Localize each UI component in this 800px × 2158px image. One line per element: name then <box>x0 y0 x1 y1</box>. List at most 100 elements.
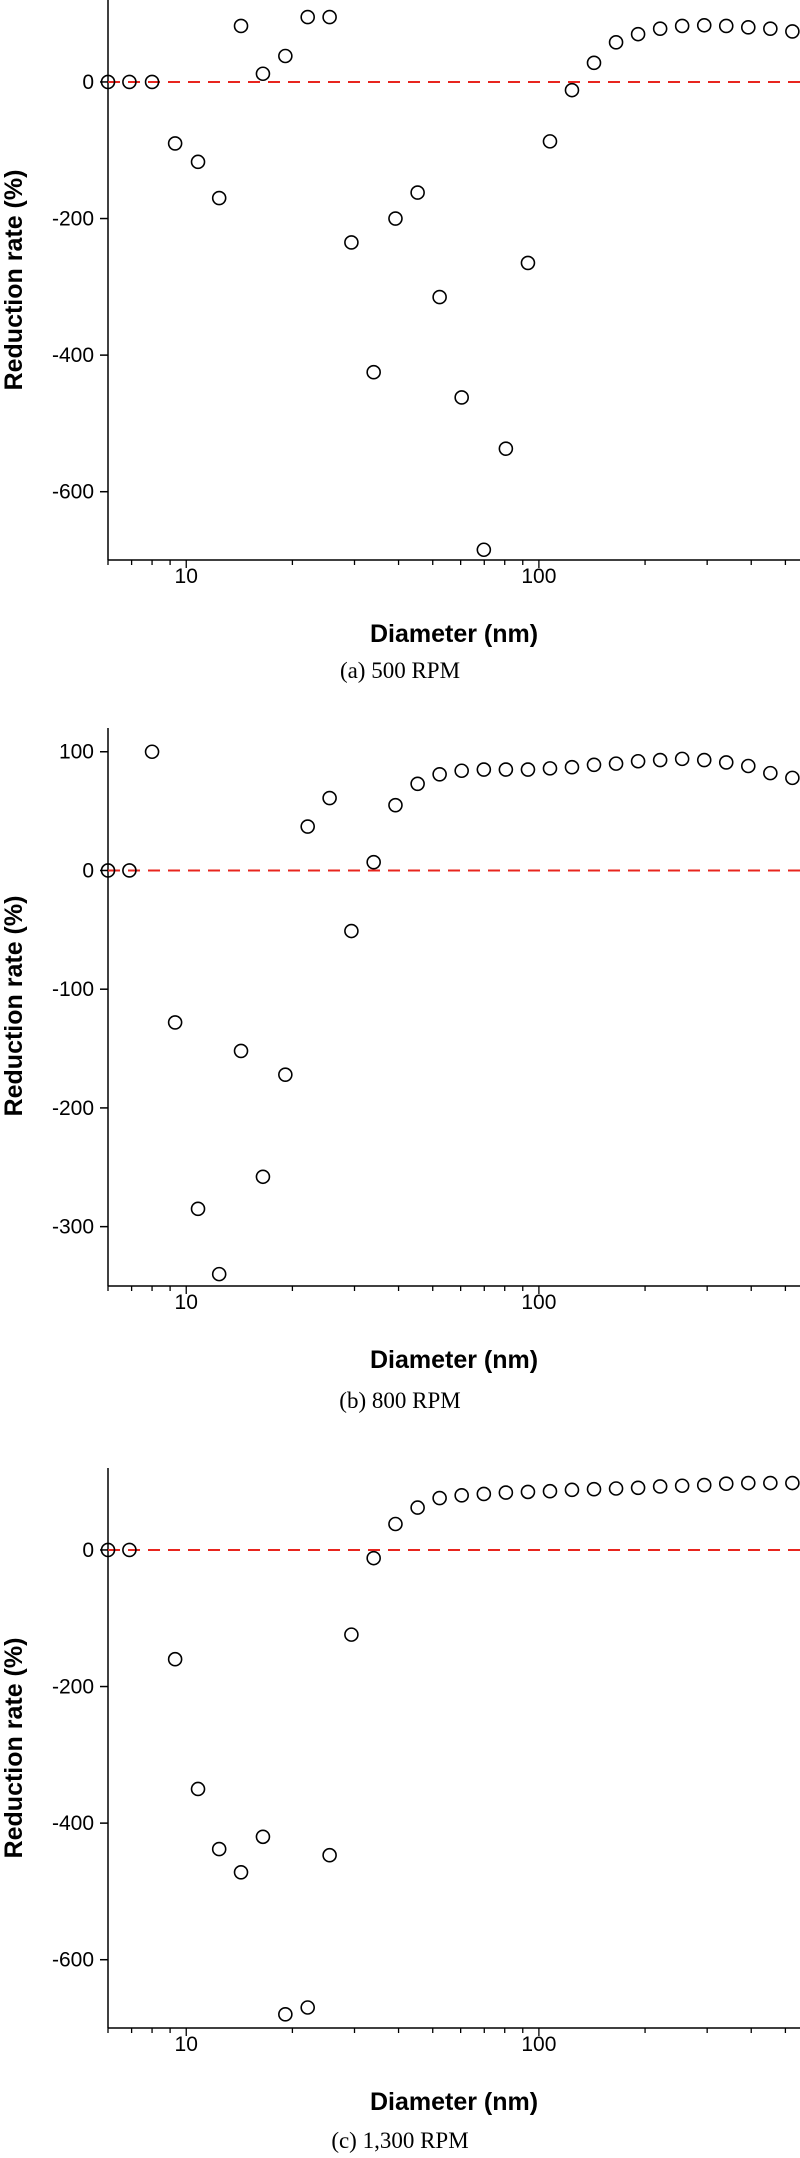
data-point <box>122 1542 137 1558</box>
data-point <box>630 753 646 769</box>
data-point <box>454 763 469 779</box>
data-point <box>211 190 227 206</box>
y-tick-label: -100 <box>52 978 94 1001</box>
data-point <box>608 756 624 771</box>
data-point <box>255 66 271 82</box>
data-point <box>366 1550 381 1566</box>
y-tick-label: -400 <box>52 344 94 367</box>
y-tick-label: -600 <box>52 481 94 504</box>
x-axis-ticks: 10 100 <box>107 560 787 588</box>
data-point <box>211 1266 227 1282</box>
data-point <box>255 1829 271 1845</box>
chart-1300-rpm: 0 -200 -400 -600 10 100 Diameter (nm) Reduct… <box>0 1468 800 2116</box>
data-point <box>344 1627 359 1642</box>
chart-500-rpm: 0 -200 -400 -600 10 100 Diameter (nm) Reduct… <box>0 0 800 648</box>
data-point <box>718 1476 734 1492</box>
data-point <box>696 752 712 768</box>
data-point <box>388 211 403 226</box>
data-point <box>454 390 469 405</box>
data-point <box>586 757 602 773</box>
data-point <box>696 1477 712 1493</box>
y-tick-label: 0 <box>82 71 94 94</box>
data-point <box>674 751 690 767</box>
data-point <box>255 1169 271 1185</box>
data-point <box>586 55 602 71</box>
x-axis-title: Diameter (nm) <box>370 2088 538 2116</box>
data-point <box>785 770 800 786</box>
data-point <box>144 744 160 760</box>
panel-800-rpm: 100 0 -100 -200 -300 10 100 Diameter (nm) Red… <box>0 706 800 1432</box>
x-tick-label: 10 <box>175 2033 198 2056</box>
y-tick-label: -600 <box>52 1949 94 1972</box>
data-point <box>278 48 293 64</box>
data-point <box>388 1516 403 1532</box>
data-point <box>344 923 359 939</box>
data-point <box>520 1484 536 1500</box>
data-point <box>344 235 359 250</box>
data-point <box>763 765 778 781</box>
data-point <box>652 21 668 36</box>
data-points <box>100 744 800 1282</box>
data-point <box>520 762 536 777</box>
data-point <box>564 759 580 775</box>
y-tick-label: 0 <box>82 859 94 882</box>
data-point <box>652 1479 668 1494</box>
x-axis-title: Diameter (nm) <box>370 1346 538 1374</box>
data-point <box>763 21 778 36</box>
y-tick-label: -200 <box>52 208 94 231</box>
data-point <box>100 74 116 90</box>
data-point <box>322 790 337 806</box>
data-point <box>144 74 160 90</box>
data-point <box>167 136 183 151</box>
data-points <box>100 1475 800 2022</box>
data-point <box>190 154 206 170</box>
data-point <box>542 1483 558 1499</box>
data-point <box>233 1864 249 1880</box>
data-point <box>300 2000 315 2015</box>
y-tick-label: 0 <box>82 1539 94 1562</box>
y-tick-label: -200 <box>52 1676 94 1699</box>
data-point <box>278 1067 293 1082</box>
data-point <box>740 1475 756 1491</box>
caption-1300-rpm: (c) 1,300 RPM <box>331 2128 469 2153</box>
data-point <box>300 819 315 834</box>
data-point <box>785 24 800 39</box>
data-point <box>564 1482 580 1498</box>
y-axis-ticks: 0 -200 -400 -600 <box>52 71 108 504</box>
data-point <box>211 1841 227 1857</box>
x-axis-title: Diameter (nm) <box>370 620 538 648</box>
data-point <box>278 2007 293 2022</box>
data-point <box>388 797 403 813</box>
y-axis-ticks: 0 -200 -400 -600 <box>52 1539 108 1972</box>
x-tick-label: 10 <box>175 565 198 588</box>
data-point <box>542 761 558 776</box>
chart-800-rpm: 100 0 -100 -200 -300 10 100 Diameter (nm) Red… <box>0 728 800 1374</box>
data-point <box>366 364 381 380</box>
data-point <box>432 1490 447 1506</box>
data-point <box>520 255 536 271</box>
y-axis-title: Reduction rate (%) <box>0 1638 28 1859</box>
data-point <box>674 18 690 34</box>
data-point <box>763 1475 778 1491</box>
x-tick-label: 100 <box>521 565 556 588</box>
data-point <box>432 289 447 305</box>
data-point <box>608 1481 624 1496</box>
data-point <box>410 1500 425 1515</box>
data-point <box>190 1201 206 1217</box>
data-point <box>167 1651 183 1667</box>
data-point <box>100 1542 116 1558</box>
data-point <box>696 17 712 33</box>
data-point <box>476 762 492 777</box>
data-point <box>740 758 756 774</box>
data-point <box>785 1475 800 1491</box>
x-tick-label: 100 <box>521 1291 556 1314</box>
data-point <box>542 134 558 149</box>
data-point <box>718 18 734 34</box>
caption-500-rpm: (a) 500 RPM <box>339 658 461 683</box>
data-point <box>322 1847 337 1863</box>
data-point <box>322 9 337 25</box>
data-point <box>233 1043 249 1059</box>
x-axis-ticks: 10 100 <box>107 1286 787 1314</box>
y-axis-ticks: 100 0 -100 -200 -300 <box>52 741 108 1239</box>
data-point <box>410 185 425 200</box>
